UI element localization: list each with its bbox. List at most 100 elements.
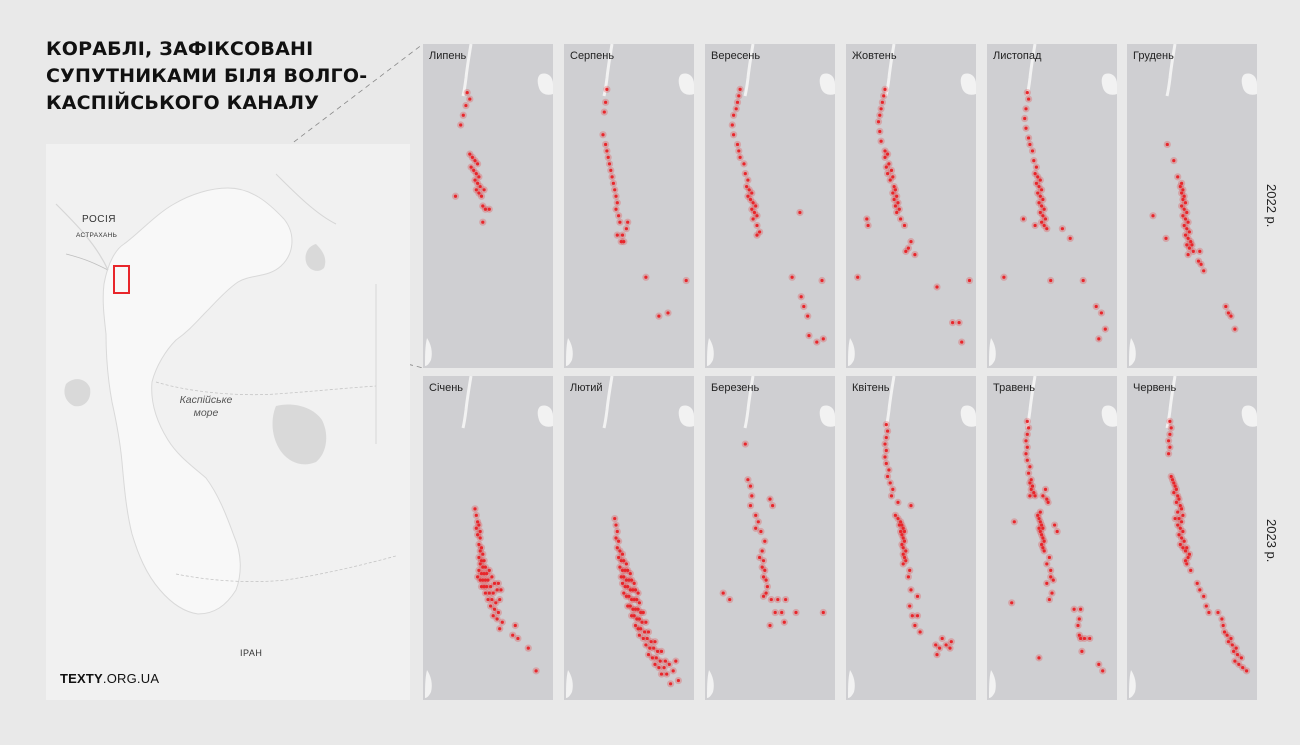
ship-dot <box>489 604 493 608</box>
ship-dot <box>483 591 487 595</box>
ship-dot <box>1241 666 1245 670</box>
border-line <box>155 381 377 396</box>
ship-dot <box>657 666 661 670</box>
ship-dot <box>889 494 894 498</box>
ship-dot <box>957 321 961 325</box>
month-label: Вересень <box>711 50 761 62</box>
ship-dot <box>496 610 500 615</box>
ship-dot <box>1176 175 1180 179</box>
ship-dot <box>886 429 890 433</box>
ship-dot <box>478 549 482 553</box>
ship-dot <box>635 617 639 621</box>
ship-dot <box>630 597 634 602</box>
ship-dot <box>1172 159 1176 163</box>
ship-dot <box>1202 594 1206 598</box>
ship-dot <box>636 591 640 595</box>
ship-dot <box>620 552 625 556</box>
ship-dot <box>511 633 515 637</box>
panel-background <box>423 376 553 700</box>
ship-dot <box>526 646 530 650</box>
ship-dot <box>1041 536 1045 540</box>
channel-shape <box>602 44 614 97</box>
ship-dot <box>626 585 630 589</box>
ship-dot <box>765 585 769 589</box>
ship-dot <box>609 168 613 172</box>
ship-dot <box>605 149 609 153</box>
ship-dot <box>1002 275 1006 279</box>
ship-dot <box>1042 207 1046 211</box>
ship-dot <box>1040 204 1044 208</box>
ship-dot <box>902 223 907 228</box>
ship-dot <box>473 159 477 163</box>
ship-dot <box>1183 549 1188 553</box>
coast-shape <box>566 670 573 698</box>
ship-dot <box>486 578 490 582</box>
ship-dot <box>935 653 939 657</box>
ship-dot <box>1012 520 1016 524</box>
ship-dot <box>1021 217 1025 221</box>
channel-shape <box>461 376 473 429</box>
island-shape <box>819 405 835 427</box>
ship-dot <box>884 461 888 466</box>
ship-dot <box>658 659 662 663</box>
ship-dot <box>1041 197 1045 202</box>
ship-dot <box>900 523 904 527</box>
ship-dot <box>902 529 907 534</box>
ship-dot <box>479 546 484 550</box>
ship-dot <box>620 581 625 585</box>
ship-dot <box>626 220 630 224</box>
ship-dot <box>487 207 491 211</box>
ship-dot <box>935 285 939 289</box>
channel-shape <box>743 376 755 429</box>
ship-dot <box>644 643 648 647</box>
ship-dot <box>644 620 648 624</box>
ship-dot <box>884 448 888 453</box>
ship-dot <box>738 155 742 159</box>
ship-dot <box>1245 669 1249 673</box>
ship-dot <box>624 578 628 582</box>
ship-dot <box>1181 529 1185 534</box>
ship-dot <box>477 542 481 547</box>
ship-dot <box>472 168 476 172</box>
ship-dot <box>490 597 494 602</box>
ship-dot <box>1038 194 1042 198</box>
ship-dot <box>747 188 751 192</box>
source-brand[interactable]: TEXTY.ORG.UA <box>60 671 159 686</box>
ship-dot <box>1043 487 1048 491</box>
ship-dot <box>901 546 905 550</box>
ship-dot <box>883 155 887 159</box>
ship-dot <box>1185 210 1189 215</box>
ship-dot <box>1182 539 1186 543</box>
ship-dot <box>639 610 643 615</box>
ship-dot <box>1178 526 1182 530</box>
panel-background <box>564 44 694 368</box>
ship-dot <box>619 240 623 244</box>
ship-dot <box>1033 172 1037 176</box>
ship-dot <box>613 516 617 521</box>
coast-shape <box>707 670 714 698</box>
ship-dot <box>1202 269 1206 273</box>
ship-dot <box>1037 201 1041 205</box>
ship-dot <box>1230 643 1234 647</box>
ship-dot <box>1235 653 1240 657</box>
ship-dot <box>613 188 617 192</box>
ship-dot <box>1198 249 1202 253</box>
ship-dot <box>663 659 667 663</box>
ship-dot <box>1037 184 1041 189</box>
ship-dot <box>492 581 497 585</box>
coast-shape <box>989 338 996 366</box>
ship-dot <box>482 188 486 192</box>
ship-dot <box>904 559 908 563</box>
ship-dot <box>891 487 895 491</box>
panel-background <box>987 44 1117 368</box>
ship-dot <box>481 204 485 208</box>
highlight-region <box>113 265 130 294</box>
ship-dot <box>479 559 484 563</box>
ship-dot <box>755 214 759 218</box>
panel-background <box>846 376 976 700</box>
ship-dot <box>1185 546 1189 550</box>
ship-dot <box>1181 214 1185 218</box>
ship-dot <box>1025 445 1029 449</box>
ship-dot <box>1178 542 1182 547</box>
ship-dot <box>1190 243 1194 247</box>
